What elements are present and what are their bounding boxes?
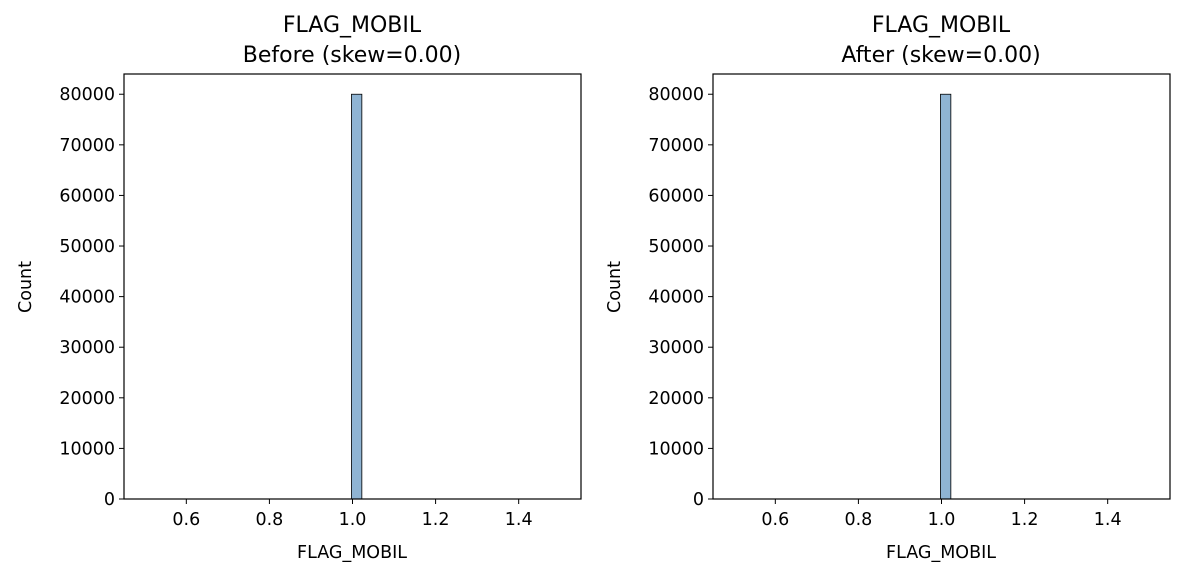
chart-subtitle: Before (skew=0.00): [243, 43, 461, 68]
x-tick-label: 0.8: [844, 510, 872, 530]
y-tick-label: 30000: [648, 338, 704, 358]
y-tick-label: 20000: [648, 389, 704, 409]
y-tick-label: 80000: [648, 85, 704, 105]
y-tick-label: 40000: [59, 288, 115, 308]
y-tick-label: 0: [693, 490, 704, 510]
chart-panel-before: FLAG_MOBIL Before (skew=0.00) FLAG_MOBIL…: [16, 13, 582, 563]
histogram-bar: [351, 93, 363, 500]
chart-title: FLAG_MOBIL: [872, 13, 1011, 38]
y-tick-label: 70000: [59, 136, 115, 156]
y-tick-label: 60000: [648, 186, 704, 206]
y-tick-label: 30000: [59, 338, 115, 358]
y-tick-label: 80000: [59, 85, 115, 105]
x-tick-label: 1.0: [928, 510, 956, 530]
y-tick-label: 50000: [648, 237, 704, 257]
x-tick-label: 0.6: [172, 510, 200, 530]
y-tick-label: 10000: [59, 439, 115, 459]
chart-panel-after: FLAG_MOBIL After (skew=0.00) FLAG_MOBIL …: [605, 13, 1171, 563]
y-axis-label: Count: [605, 261, 625, 313]
chart-subtitle: After (skew=0.00): [841, 43, 1040, 68]
axes-frame: [123, 73, 582, 500]
plot-area: 0.6 0.8 1.0 1.2 1.4 0 10000 20000 30000 40000 5000…: [648, 73, 1171, 530]
y-tick-label: 70000: [648, 136, 704, 156]
y-tick-label: 40000: [648, 288, 704, 308]
y-axis-label: Count: [16, 261, 36, 313]
axes-frame: [712, 73, 1171, 500]
y-tick-label: 10000: [648, 439, 704, 459]
x-axis-label: FLAG_MOBIL: [297, 543, 407, 563]
histogram-bar: [940, 93, 952, 500]
x-tick-label: 1.0: [339, 510, 367, 530]
x-tick-label: 1.4: [505, 510, 533, 530]
y-tick-label: 20000: [59, 389, 115, 409]
y-tick-label: 60000: [59, 186, 115, 206]
plot-area: 0.6 0.8 1.0 1.2 1.4 0 10000 20000 30000 40000 5000…: [59, 73, 582, 530]
x-tick-label: 1.2: [422, 510, 450, 530]
x-axis-label: FLAG_MOBIL: [886, 543, 996, 563]
x-tick-label: 0.6: [761, 510, 789, 530]
y-tick-label: 0: [104, 490, 115, 510]
x-tick-label: 1.4: [1094, 510, 1122, 530]
chart-title: FLAG_MOBIL: [283, 13, 422, 38]
y-tick-label: 50000: [59, 237, 115, 257]
x-tick-label: 0.8: [255, 510, 283, 530]
x-tick-label: 1.2: [1011, 510, 1039, 530]
